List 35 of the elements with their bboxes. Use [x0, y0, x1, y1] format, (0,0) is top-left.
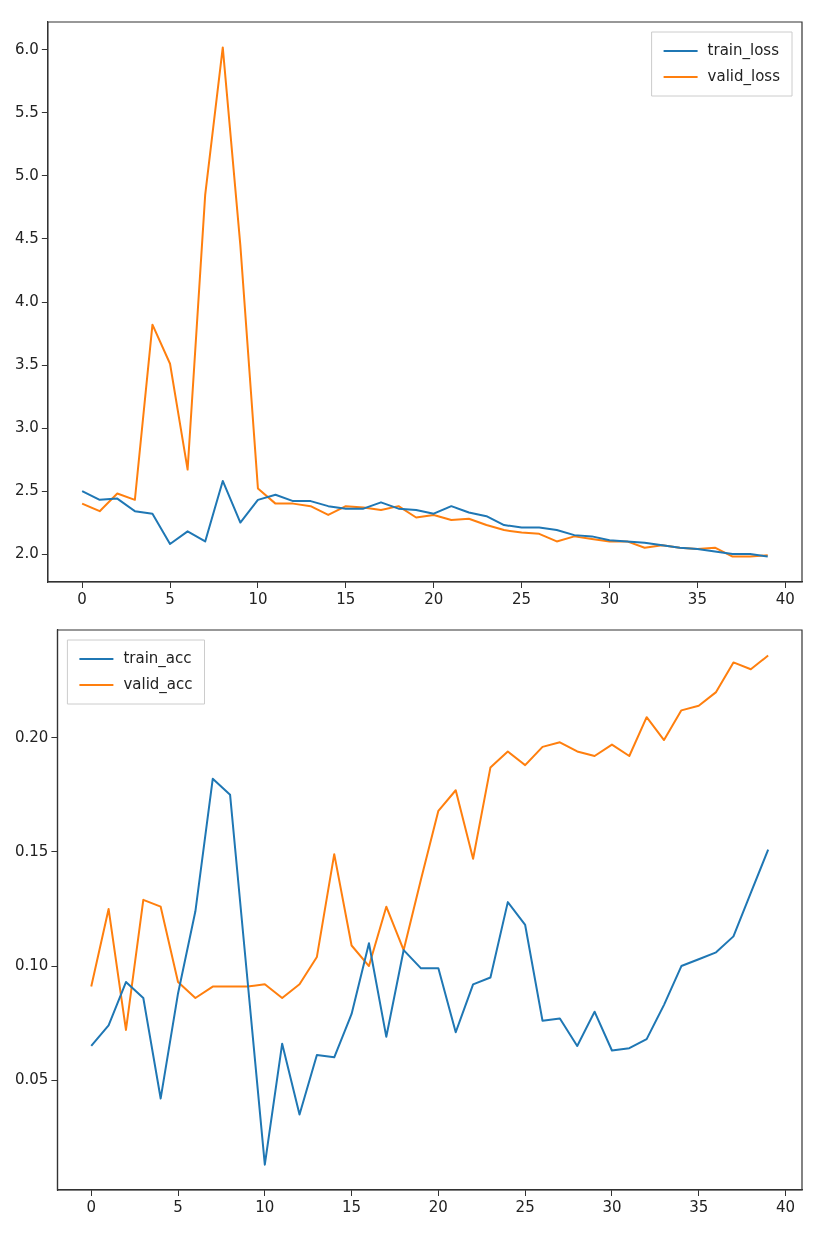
x-tick-label: 20: [424, 589, 444, 608]
x-tick-label: 5: [173, 1197, 183, 1216]
legend-label: train_loss: [707, 40, 780, 60]
y-tick-label: 0.15: [14, 841, 49, 860]
x-tick-label: 25: [515, 1197, 535, 1216]
y-tick-label: 5.5: [15, 102, 39, 121]
legend-label: valid_loss: [707, 66, 781, 86]
y-tick-label: 6.0: [15, 39, 39, 58]
x-tick-label: 40: [775, 1197, 796, 1216]
x-tick-label: 30: [599, 589, 620, 608]
y-tick-label: 3.0: [15, 417, 39, 436]
x-tick-label: 35: [689, 1197, 709, 1216]
y-tick-label: 0.10: [14, 955, 49, 974]
y-tick-label: 4.0: [15, 291, 39, 310]
y-tick-label: 5.0: [15, 165, 39, 184]
x-tick-label: 0: [86, 1197, 97, 1216]
y-tick-label: 0.20: [14, 727, 49, 746]
x-tick-label: 15: [336, 589, 356, 608]
y-tick-label: 2.0: [15, 543, 39, 562]
x-tick-label: 30: [602, 1197, 622, 1216]
y-tick-label: 0.05: [14, 1070, 49, 1089]
x-tick-label: 35: [687, 589, 707, 608]
x-tick-label: 20: [428, 1197, 448, 1216]
y-tick-label: 2.5: [15, 480, 39, 499]
legend-label: train_acc: [123, 648, 192, 668]
x-tick-label: 40: [775, 589, 795, 608]
x-tick-label: 15: [342, 1197, 362, 1216]
x-tick-label: 5: [165, 589, 175, 608]
legend-label: valid_acc: [123, 674, 193, 694]
x-tick-label: 0: [77, 589, 87, 608]
x-tick-label: 10: [255, 1197, 275, 1216]
y-tick-label: 4.5: [15, 228, 39, 247]
x-tick-label: 25: [512, 589, 532, 608]
y-tick-label: 3.5: [15, 354, 39, 373]
x-tick-label: 10: [248, 589, 268, 608]
